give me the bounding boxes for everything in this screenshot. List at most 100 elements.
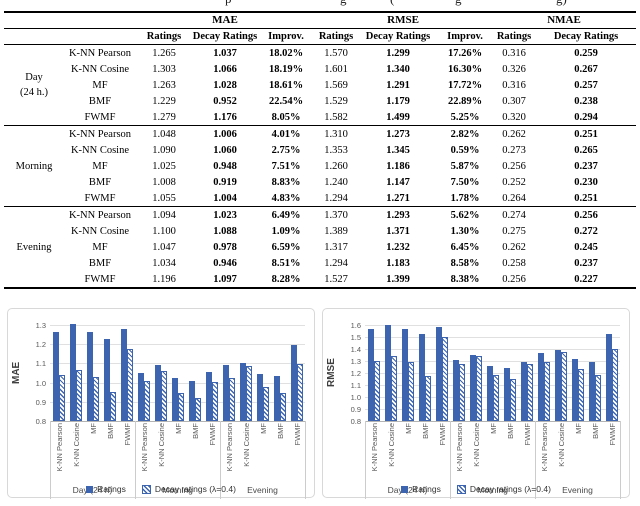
- y-tick-label: 1.5: [350, 333, 361, 342]
- group-separator: [535, 421, 536, 499]
- mae-chart: MAE 1.3 1.2 1.1 1.0 0.9 0.8 K-NN Pearson K-NN Co…: [7, 308, 315, 499]
- category-label: MF: [88, 423, 98, 434]
- subheader-row: Ratings Decay Ratings Improv. Ratings Decay …: [4, 28, 637, 45]
- category-label: K-NN Cosine: [556, 423, 566, 467]
- value-cell: 4.83%: [258, 190, 315, 207]
- ratings-bar: [69, 324, 76, 421]
- y-tick-label: 0.8: [35, 417, 46, 426]
- ratings-bar: [486, 365, 493, 421]
- value-cell: 0.256: [502, 273, 526, 285]
- category-label: BMF: [420, 423, 430, 439]
- charts-row: MAE 1.3 1.2 1.1 1.0 0.9 0.8 K-NN Pearson K-NN Co…: [7, 308, 640, 499]
- value-cell: 0.273: [502, 144, 526, 156]
- group-separator: [50, 421, 51, 499]
- caption-fragment: p: [225, 0, 232, 7]
- caption-fragment: g): [556, 0, 567, 7]
- value-cell: 1.371: [386, 225, 410, 237]
- method-cell: BMF: [88, 257, 112, 269]
- value-cell: 22.89%: [447, 95, 483, 107]
- category-label: K-NN Cosine: [241, 423, 251, 467]
- decay-ratings-bar: [475, 355, 482, 421]
- group-separator: [135, 421, 136, 499]
- method-cell: FWMF: [64, 190, 136, 207]
- value-cell: 2.75%: [271, 144, 301, 156]
- value-cell: 0.320: [492, 109, 537, 126]
- decay-ratings-bar: [543, 361, 550, 421]
- value-cell: 0.251: [536, 190, 637, 207]
- y-tick-label: 1.2: [35, 340, 46, 350]
- value-cell: 0.257: [574, 79, 598, 91]
- value-cell: 1.066: [213, 63, 237, 75]
- group-axis-label: Evening: [562, 485, 593, 495]
- legend-label: Ratings: [97, 484, 126, 494]
- value-cell: 1.186: [386, 160, 410, 172]
- value-cell: 1.499: [358, 109, 439, 126]
- value-cell: 0.252: [502, 176, 526, 188]
- decay-ratings-bar: [407, 362, 414, 421]
- category-label: MF: [403, 423, 413, 434]
- ratings-bar: [503, 368, 510, 421]
- y-axis-title: RMSE: [326, 358, 337, 388]
- category-label: FWMF: [522, 423, 532, 446]
- category-label: K-NN Cosine: [471, 423, 481, 467]
- group-axis-label: Morning: [162, 485, 193, 495]
- ratings-bar: [520, 361, 527, 421]
- value-cell: 1.271: [358, 190, 439, 207]
- metric-header-mae: MAE: [136, 12, 315, 29]
- value-cell: 1.090: [152, 144, 176, 156]
- value-cell: 0.262: [502, 128, 526, 140]
- decay-ratings-bar: [143, 381, 150, 421]
- chart-legend: Ratings Decay ratings (λ=0.4): [8, 484, 314, 494]
- method-cell: K-NN Cosine: [70, 225, 130, 237]
- table-row: K-NN Cosine 1.100 1.088 1.09% 1.389 1.371 1.30…: [4, 223, 636, 239]
- value-cell: 17.26%: [447, 47, 483, 59]
- value-cell: 1.353: [324, 144, 348, 156]
- value-cell: 0.259: [574, 47, 598, 59]
- value-cell: 1.229: [152, 95, 176, 107]
- value-cell: 1.006: [213, 128, 237, 140]
- ratings-bar: [256, 373, 263, 421]
- value-cell: 1.048: [152, 128, 176, 140]
- method-cell: BMF: [88, 95, 112, 107]
- value-cell: 0.952: [213, 95, 237, 107]
- value-cell: 0.272: [574, 225, 598, 237]
- legend-item: Ratings: [401, 484, 441, 494]
- value-cell: 1.028: [213, 79, 237, 91]
- table-row: MF 1.025 0.948 7.51% 1.260 1.186 5.87% 0.256 0.2…: [4, 158, 636, 174]
- ratings-bar: [469, 354, 476, 421]
- y-tick-label: 0.8: [350, 417, 361, 426]
- table-row: MF 1.263 1.028 18.61% 1.569 1.291 17.72% 0.316 0…: [4, 77, 636, 93]
- method-cell: K-NN Pearson: [68, 209, 132, 221]
- decay-ratings-bar: [177, 392, 184, 421]
- category-label: MF: [573, 423, 583, 434]
- decay-ratings-bar: [109, 391, 116, 421]
- value-cell: 1.317: [324, 241, 348, 253]
- value-cell: 22.54%: [268, 95, 304, 107]
- value-cell: 1.047: [152, 241, 176, 253]
- value-cell: 0.275: [502, 225, 526, 237]
- value-cell: 1.196: [152, 273, 176, 285]
- value-cell: 1.055: [136, 190, 192, 207]
- value-cell: 1.294: [324, 257, 348, 269]
- value-cell: 5.62%: [450, 209, 480, 221]
- ratings-bar: [452, 359, 459, 421]
- decay-ratings-bar: [509, 379, 516, 421]
- method-cell: K-NN Pearson: [68, 47, 132, 59]
- category-label: FWMF: [122, 423, 132, 446]
- value-cell: 1.240: [324, 176, 348, 188]
- value-cell: 1.291: [386, 79, 410, 91]
- gridline: [50, 363, 305, 365]
- ratings-bar: [537, 352, 544, 421]
- value-cell: 1.78%: [438, 190, 493, 207]
- ratings-bar: [418, 333, 425, 421]
- value-cell: 1.293: [386, 209, 410, 221]
- value-cell: 0.238: [574, 95, 598, 107]
- group-label-cell: Day (24 h.): [4, 44, 64, 126]
- value-cell: 0.978: [213, 241, 237, 253]
- value-cell: 18.61%: [268, 79, 304, 91]
- rmse-chart: RMSE 1.6 1.5 1.4 1.3 1.2 1.1 1.0 0.9 0.8 K-NN Pear…: [322, 308, 630, 499]
- table-row: BMF 1.229 0.952 22.54% 1.529 1.179 22.89% 0.307…: [4, 93, 636, 109]
- gridline: [50, 382, 305, 384]
- group-axis-label: Morning: [477, 485, 508, 495]
- ratings-bar: [154, 365, 161, 421]
